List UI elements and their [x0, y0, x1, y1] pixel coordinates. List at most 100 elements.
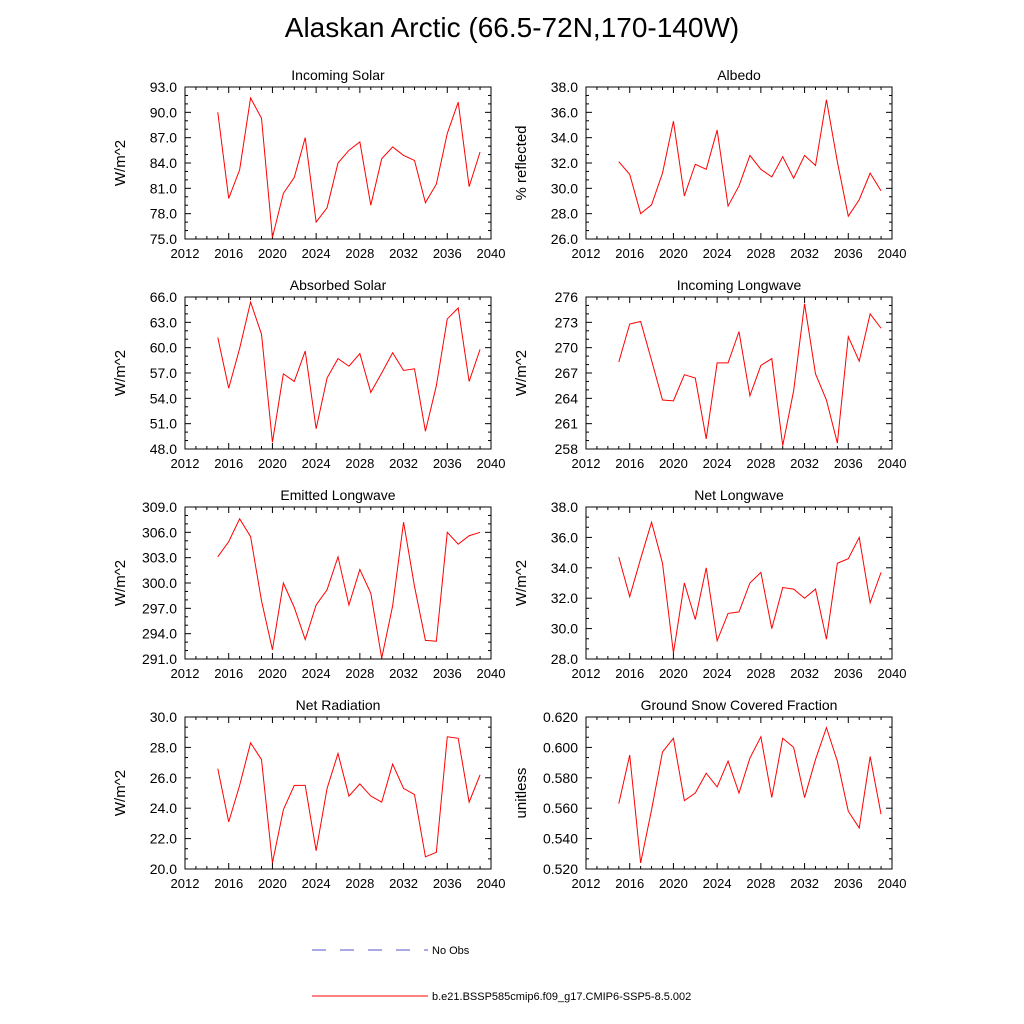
x-tick-label: 2028: [746, 876, 775, 891]
series-line: [618, 726, 882, 864]
y-tick-label: 291.0: [142, 651, 177, 667]
y-tick-label: 267: [555, 365, 579, 381]
y-tick-label: 20.0: [150, 861, 177, 877]
y-tick-label: 93.0: [150, 79, 177, 95]
y-tick-label: 0.600: [543, 739, 578, 755]
x-tick-label: 2032: [790, 666, 819, 681]
y-tick-label: 264: [555, 390, 579, 406]
y-tick-label: 30.0: [551, 621, 578, 637]
y-axis-label: W/m^2: [112, 770, 129, 816]
legend-obs-label: No Obs: [432, 945, 470, 957]
x-tick-label: 2016: [615, 456, 644, 471]
x-tick-label: 2016: [615, 666, 644, 681]
x-tick-label: 2036: [834, 246, 863, 261]
panel-title: Net Radiation: [296, 697, 381, 713]
series-line: [217, 736, 481, 864]
y-tick-label: 38.0: [551, 499, 578, 515]
x-tick-label: 2020: [258, 246, 287, 261]
figure-title: Alaskan Arctic (66.5-72N,170-140W): [284, 12, 740, 43]
x-tick-label: 2040: [477, 246, 506, 261]
y-tick-label: 84.0: [150, 155, 177, 171]
x-tick-label: 2024: [703, 246, 732, 261]
y-tick-label: 81.0: [150, 180, 177, 196]
x-tick-label: 2016: [214, 246, 243, 261]
x-tick-label: 2020: [659, 666, 688, 681]
x-tick-label: 2012: [572, 246, 601, 261]
x-tick-label: 2036: [433, 456, 462, 471]
x-tick-label: 2028: [345, 876, 374, 891]
y-tick-label: 28.0: [150, 739, 177, 755]
x-tick-label: 2028: [345, 456, 374, 471]
y-tick-label: 28.0: [551, 206, 578, 222]
plot-frame: [184, 296, 492, 450]
panel-absorbed-solar: Absorbed Solar 2012 2016 2020 2024 2028 2032 20…: [112, 277, 505, 471]
panel-title: Incoming Longwave: [677, 277, 802, 293]
plot-frame: [184, 716, 492, 870]
y-axis-label: unitless: [513, 768, 530, 819]
legend-model-label: b.e21.BSSP585cmip6.f09_g17.CMIP6-SSP5-8.…: [432, 991, 691, 1003]
x-tick-label: 2036: [433, 876, 462, 891]
y-tick-label: 60.0: [150, 340, 177, 356]
y-tick-label: 63.0: [150, 314, 177, 330]
y-tick-label: 0.540: [543, 831, 578, 847]
y-tick-label: 0.580: [543, 770, 578, 786]
y-tick-label: 90.0: [150, 104, 177, 120]
x-tick-label: 2040: [878, 666, 907, 681]
x-tick-label: 2028: [345, 246, 374, 261]
x-tick-label: 2032: [389, 246, 418, 261]
x-tick-label: 2024: [302, 876, 331, 891]
y-tick-label: 261: [555, 416, 579, 432]
x-tick-label: 2012: [572, 876, 601, 891]
y-tick-label: 36.0: [551, 529, 578, 545]
x-tick-label: 2032: [790, 246, 819, 261]
x-tick-label: 2024: [703, 666, 732, 681]
y-tick-label: 294.0: [142, 626, 177, 642]
x-tick-label: 2020: [258, 456, 287, 471]
x-tick-label: 2012: [171, 876, 200, 891]
legend: No Obs b.e21.BSSP585cmip6.f09_g17.CMIP6-S…: [312, 945, 691, 1003]
series-line: [217, 517, 481, 659]
plot-frame: [585, 506, 893, 660]
y-tick-label: 38.0: [551, 79, 578, 95]
x-tick-label: 2032: [389, 456, 418, 471]
y-axis-label: W/m^2: [112, 350, 129, 396]
x-tick-label: 2040: [477, 876, 506, 891]
x-tick-label: 2032: [389, 876, 418, 891]
y-tick-label: 32.0: [551, 590, 578, 606]
x-tick-label: 2012: [171, 456, 200, 471]
y-tick-label: 32.0: [551, 155, 578, 171]
panel-net-longwave: Net Longwave 2012 2016 2020 2024 2028 2032 2036…: [513, 487, 906, 681]
y-axis-label: W/m^2: [513, 350, 530, 396]
y-tick-label: 270: [555, 340, 579, 356]
panel-net-radiation: Net Radiation 2012 2016 2020 2024 2028 2032 203…: [112, 697, 505, 891]
series-line: [618, 520, 882, 653]
y-axis-label: W/m^2: [112, 140, 129, 186]
x-tick-label: 2016: [214, 456, 243, 471]
x-tick-label: 2040: [878, 456, 907, 471]
x-tick-label: 2012: [171, 246, 200, 261]
x-tick-label: 2020: [659, 456, 688, 471]
series-line: [618, 303, 882, 446]
x-tick-label: 2020: [659, 246, 688, 261]
plot-frame: [184, 506, 492, 660]
x-tick-label: 2012: [171, 666, 200, 681]
x-tick-label: 2024: [302, 456, 331, 471]
y-tick-label: 36.0: [551, 104, 578, 120]
y-tick-label: 309.0: [142, 499, 177, 515]
y-tick-label: 300.0: [142, 575, 177, 591]
panel-emitted-longwave: Emitted Longwave 2012 2016 2020 2024 2028 2032…: [112, 487, 505, 681]
panel-title: Incoming Solar: [291, 67, 385, 83]
x-tick-label: 2032: [790, 876, 819, 891]
y-axis-label: % reflected: [513, 125, 530, 200]
x-tick-label: 2012: [572, 456, 601, 471]
x-tick-label: 2036: [834, 876, 863, 891]
panel-incoming-longwave: Incoming Longwave 2012 2016 2020 2024 2028 203…: [513, 277, 906, 471]
panel-incoming-solar: Incoming Solar 2012 2016 2020 2024 2028 2032 20…: [112, 67, 505, 261]
x-tick-label: 2028: [345, 666, 374, 681]
x-tick-label: 2036: [433, 666, 462, 681]
y-tick-label: 273: [555, 314, 579, 330]
y-tick-label: 75.0: [150, 231, 177, 247]
y-tick-label: 258: [555, 441, 579, 457]
x-tick-label: 2028: [746, 246, 775, 261]
x-tick-label: 2016: [214, 666, 243, 681]
